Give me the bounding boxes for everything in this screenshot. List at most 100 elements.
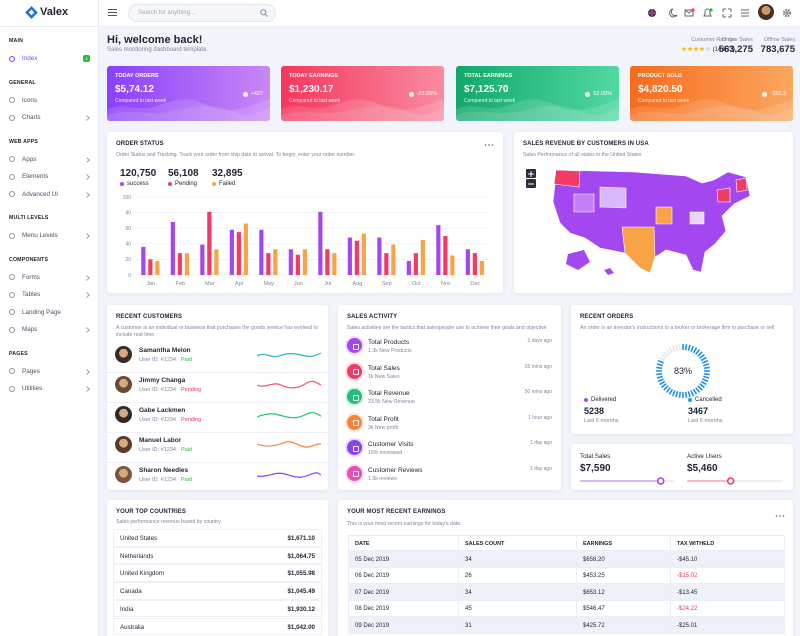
x-tick-label: Nov bbox=[441, 281, 451, 287]
menu-item[interactable]: Menu Levels bbox=[0, 227, 98, 245]
rating-stars bbox=[680, 46, 711, 52]
table-cell: 07 Dec 2019 bbox=[355, 589, 390, 596]
menu-item[interactable]: Utilities bbox=[0, 380, 98, 398]
menu-item[interactable]: Forms bbox=[0, 269, 98, 287]
stat-label: Customer Ratings bbox=[690, 37, 735, 43]
map-region bbox=[655, 206, 673, 225]
menu-label: Landing Page bbox=[22, 308, 61, 316]
sparkline bbox=[257, 352, 321, 358]
menu-item[interactable]: Icons bbox=[0, 92, 98, 110]
settings-icon[interactable] bbox=[782, 8, 792, 18]
sparkline bbox=[257, 472, 321, 478]
table-header: SALES COUNT bbox=[465, 540, 505, 547]
menu-icon bbox=[9, 232, 15, 239]
slider-knob bbox=[726, 477, 735, 485]
x-tick-label: Aug bbox=[352, 281, 362, 287]
panel-description: A customer is an individual or business … bbox=[116, 325, 318, 338]
activity-detail: 23.5k New Revenue bbox=[368, 399, 415, 405]
stats: Customer Ratings (14,873) Online Sales 563,… bbox=[620, 37, 795, 59]
bar bbox=[325, 249, 330, 275]
menu-item[interactable]: Pages bbox=[0, 363, 98, 381]
table-cell: 06 Dec 2019 bbox=[355, 573, 390, 580]
order-legend: Cancelled bbox=[688, 397, 722, 403]
menu-item[interactable]: Landing Page bbox=[0, 304, 98, 322]
more-menu[interactable] bbox=[775, 514, 785, 518]
country-revenue: $1,930.12 bbox=[287, 605, 315, 613]
menu-label: Icons bbox=[22, 96, 38, 104]
menu-item[interactable]: Advanced UI bbox=[0, 186, 98, 204]
card-title: TODAY EARNINGS bbox=[289, 73, 339, 79]
menu-item[interactable]: Maps bbox=[0, 321, 98, 339]
menu-label: Elements bbox=[22, 173, 49, 181]
menu-item[interactable]: Charts bbox=[0, 109, 98, 127]
menu-item[interactable]: Index 1 bbox=[0, 50, 98, 68]
country-name: Netherlands bbox=[120, 552, 154, 560]
menu-label: Maps bbox=[22, 326, 38, 334]
bar bbox=[465, 249, 470, 275]
header-icons[interactable] bbox=[647, 7, 800, 19]
legend-entry[interactable]: success bbox=[120, 181, 149, 187]
table-cell: 08 Dec 2019 bbox=[355, 606, 390, 613]
customer-status: Paid bbox=[181, 447, 193, 453]
activity-detail: 1k New Sales bbox=[368, 373, 400, 380]
y-tick-label: 20 bbox=[125, 257, 131, 263]
legend-label: Failed bbox=[219, 181, 236, 187]
activity-icon-glyph bbox=[352, 394, 359, 401]
card-value: $1,230.17 bbox=[289, 84, 334, 95]
y-tick-label: 60 bbox=[125, 226, 131, 232]
legend-swatch bbox=[120, 182, 124, 186]
star bbox=[704, 46, 711, 52]
legend-total: 56,108 bbox=[168, 168, 199, 179]
panel-description: Order Status and Tracking. Track your or… bbox=[116, 152, 356, 158]
search-box[interactable]: Search for anything... bbox=[128, 4, 276, 22]
card-wave bbox=[630, 99, 793, 121]
earnings-panel: YOUR MOST RECENT EARNINGS This is your mo… bbox=[338, 500, 793, 636]
stat-label: Online Sales bbox=[721, 37, 753, 43]
bar bbox=[148, 259, 153, 275]
x-tick-label: Dec bbox=[470, 281, 480, 287]
country-revenue: $1,064.75 bbox=[287, 552, 315, 560]
card-title: TOTAL EARNINGS bbox=[464, 73, 513, 79]
star bbox=[698, 46, 705, 52]
table-cell: $653.12 bbox=[583, 589, 605, 596]
gauge-tick bbox=[675, 344, 679, 351]
country-row bbox=[113, 582, 322, 600]
panel-description: Sales performance revenue based by count… bbox=[116, 519, 221, 525]
menu-section-title: COMPONENTS bbox=[9, 256, 49, 263]
menu-item[interactable]: Apps bbox=[0, 151, 98, 169]
activity-title: Total Profit bbox=[368, 415, 399, 423]
menu-section-title: GENERAL bbox=[9, 79, 36, 86]
activity-icon-glyph bbox=[352, 445, 359, 452]
bar bbox=[141, 246, 146, 275]
submenu-arrow bbox=[84, 191, 90, 198]
legend-total: 32,895 bbox=[212, 168, 243, 179]
table-row bbox=[348, 617, 785, 634]
user-avatar[interactable] bbox=[758, 4, 774, 20]
submenu-arrow bbox=[84, 156, 90, 163]
card-title: PRODUCT SOLD bbox=[638, 73, 682, 79]
legend-entry[interactable]: Failed bbox=[212, 181, 235, 187]
legend-entry[interactable]: Pending bbox=[168, 181, 197, 187]
activity-title: Total Sales bbox=[368, 364, 400, 372]
countries-panel: YOUR TOP COUNTRIES Sales performance reve… bbox=[107, 500, 328, 636]
change-value: +427 bbox=[250, 91, 263, 97]
bar bbox=[479, 260, 484, 275]
total-label: Active Users bbox=[687, 453, 722, 460]
x-tick-label: Sep bbox=[382, 281, 392, 287]
more-menu[interactable] bbox=[484, 143, 494, 147]
column-divider bbox=[670, 535, 671, 635]
submenu-arrow bbox=[84, 327, 90, 333]
panel-description: Sales activities are the tactics that sa… bbox=[347, 325, 547, 331]
dot bbox=[488, 144, 490, 146]
change-value: -23.09% bbox=[416, 91, 438, 97]
map-region bbox=[716, 187, 731, 203]
order-period: Last 6 months bbox=[688, 418, 723, 424]
change-icon bbox=[408, 91, 414, 97]
map-region bbox=[689, 211, 705, 225]
gauge-tick-filled bbox=[690, 345, 695, 352]
gauge-tick-filled bbox=[695, 349, 701, 355]
menu-item[interactable]: Elements bbox=[0, 168, 98, 186]
menu-item[interactable]: Tables bbox=[0, 286, 98, 304]
menu-toggle[interactable] bbox=[108, 9, 117, 16]
bar bbox=[384, 253, 389, 275]
